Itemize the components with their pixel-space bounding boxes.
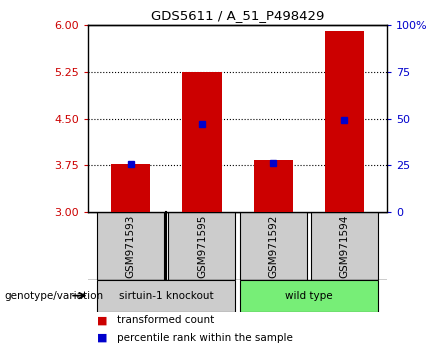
- Text: GSM971592: GSM971592: [268, 214, 278, 278]
- Bar: [240, 280, 378, 312]
- Bar: [97, 280, 235, 312]
- Text: genotype/variation: genotype/variation: [4, 291, 103, 301]
- Text: transformed count: transformed count: [117, 315, 214, 325]
- Text: percentile rank within the sample: percentile rank within the sample: [117, 333, 293, 343]
- Bar: [97, 212, 164, 280]
- Bar: [111, 164, 150, 212]
- Bar: [325, 31, 364, 212]
- Bar: [311, 212, 378, 280]
- Text: ■: ■: [97, 315, 107, 325]
- Text: GSM971595: GSM971595: [197, 214, 207, 278]
- Text: GSM971594: GSM971594: [339, 214, 349, 278]
- Title: GDS5611 / A_51_P498429: GDS5611 / A_51_P498429: [151, 9, 324, 22]
- Text: GSM971593: GSM971593: [126, 214, 136, 278]
- Text: ■: ■: [97, 333, 107, 343]
- Bar: [169, 212, 235, 280]
- Text: wild type: wild type: [285, 291, 333, 301]
- Text: sirtuin-1 knockout: sirtuin-1 knockout: [119, 291, 214, 301]
- Bar: [253, 160, 293, 212]
- Bar: [240, 212, 307, 280]
- Bar: [183, 72, 222, 212]
